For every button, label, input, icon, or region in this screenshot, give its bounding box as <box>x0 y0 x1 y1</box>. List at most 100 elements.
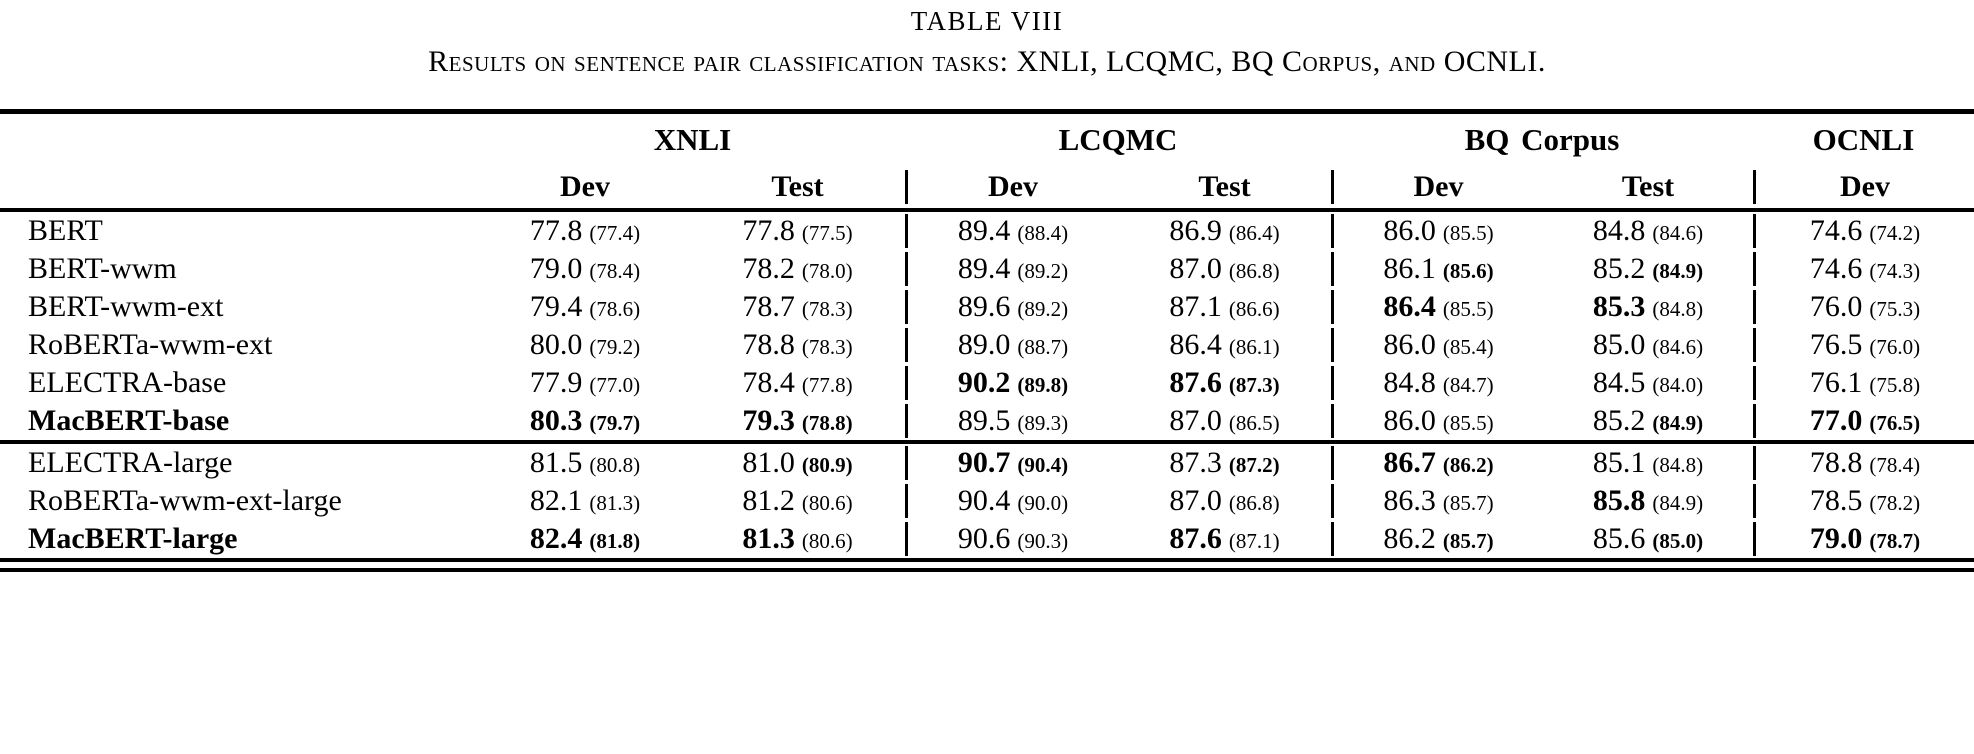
cell-value: 90.4 (90.0) <box>905 484 1118 518</box>
paren-score: (78.3) <box>801 297 853 321</box>
paren-score: (85.0) <box>1652 529 1704 553</box>
paren-score: (80.9) <box>801 453 853 477</box>
table-row: RoBERTa-wwm-ext 80.0 (79.2) 78.8 (78.3) 89.0(… <box>0 326 1974 364</box>
results-table: XNLI LCQMC BQ Corpus OCNLI Dev Test Dev Test De… <box>0 109 1974 572</box>
cell-value: 78.4 (77.8) <box>690 366 905 400</box>
cell-value: 84.8 (84.6) <box>1543 214 1753 248</box>
table-row: MacBERT-large 82.4 (81.8) 81.3 (80.6) 90.6 (90… <box>0 520 1974 558</box>
paren-score: (76.0) <box>1869 335 1921 359</box>
paren-score: (75.3) <box>1869 297 1921 321</box>
cell-value: 90.7 (90.4) <box>905 446 1118 480</box>
cell-value: 86.4 (85.5) <box>1331 290 1543 324</box>
bottom-rule-gap <box>0 562 1974 568</box>
cell-value: 90.2 (89.8) <box>905 366 1118 400</box>
main-score: 80.3 <box>529 404 583 437</box>
main-score: 86.2 <box>1383 522 1436 555</box>
paren-score: (81.3) <box>589 491 641 515</box>
cell-value: 84.8 (84.7) <box>1331 366 1543 400</box>
bottom-rule-2 <box>0 568 1974 572</box>
main-score: 86.7 <box>1383 446 1436 479</box>
cell-value: 86.9 (86.4) <box>1118 214 1331 248</box>
main-score: 84.8 <box>1592 214 1646 247</box>
cell-value: 86.7 (86.2) <box>1331 446 1543 480</box>
paren-score: (78.6) <box>589 297 641 321</box>
cell-value: 89.5 (89.3) <box>905 404 1118 438</box>
group-header-bq-corpus: BQ Corpus <box>1464 122 1620 157</box>
paren-score: (78.3) <box>801 335 853 359</box>
main-score: 74.6 <box>1809 252 1863 285</box>
row-label: ELECTRA-large <box>28 446 233 479</box>
main-score: 86.4 <box>1169 328 1222 361</box>
main-score: 90.2 <box>957 366 1011 399</box>
main-score: 87.1 <box>1169 290 1222 323</box>
bottom-rule-1 <box>0 558 1974 562</box>
cell-value: 86.0 (85.5) <box>1331 404 1543 438</box>
main-score: 86.0 <box>1383 214 1436 247</box>
main-score: 89.4 <box>957 214 1011 247</box>
cell-value: 84.5 (84.0) <box>1543 366 1753 400</box>
paren-score: (90.0) <box>1017 491 1069 515</box>
paren-score: (77.8) <box>801 373 853 397</box>
main-score: 87.0 <box>1169 404 1222 437</box>
paren-score: (85.5) <box>1442 221 1494 245</box>
group-header-xnli: XNLI <box>653 122 732 157</box>
paren-score: (87.2) <box>1228 453 1280 477</box>
cell-value: 77.0 (76.5) <box>1753 404 1974 438</box>
group-header-ocnli: OCNLI <box>1812 122 1915 157</box>
table-row: BERT-wwm 79.0 (78.4) 78.2 (78.0) 89.4 (89.2) 87… <box>0 250 1974 288</box>
cell-value: 81.3 (80.6) <box>690 522 905 556</box>
cell-value: 78.2 (78.0) <box>690 252 905 286</box>
cell-value: 90.6 (90.3) <box>905 522 1118 556</box>
cell-value: 89.0 (88.7) <box>905 328 1118 362</box>
main-score: 78.2 <box>742 252 795 285</box>
cell-value: 80.3 (79.7) <box>480 404 690 438</box>
row-label: ELECTRA-base <box>28 366 227 399</box>
main-score: 87.6 <box>1169 366 1222 399</box>
cell-value: 81.2 (80.6) <box>690 484 905 518</box>
table-row: MacBERT-base 80.3 (79.7) 79.3 (78.8) 89.5 (89.… <box>0 402 1974 440</box>
paren-score: (75.8) <box>1869 373 1921 397</box>
cell-value: 89.6 (89.2) <box>905 290 1118 324</box>
cell-value: 77.9 (77.0) <box>480 366 690 400</box>
row-label: BERT <box>28 214 103 247</box>
cell-value: 87.0 (86.8) <box>1118 484 1331 518</box>
cell-value: 85.1 (84.8) <box>1543 446 1753 480</box>
cell-value: 76.0 (75.3) <box>1753 290 1974 324</box>
main-score: 85.2 <box>1592 252 1646 285</box>
paren-score: (84.6) <box>1652 221 1704 245</box>
base-models-section: BERT 77.8 (77.4) 77.8 (77.5) 89.4 (88.4) 86.9 (8… <box>0 212 1974 440</box>
paren-score: (89.3) <box>1017 411 1069 435</box>
cell-value: 86.0 (85.5) <box>1331 214 1543 248</box>
paren-score: (85.5) <box>1442 297 1494 321</box>
main-score: 74.6 <box>1809 214 1863 247</box>
subheader-dev: Dev <box>1331 170 1543 204</box>
cell-value: 86.4 (86.1) <box>1118 328 1331 362</box>
paren-score: (81.8) <box>589 529 641 553</box>
main-score: 77.8 <box>529 214 583 247</box>
cell-value: 87.0 (86.8) <box>1118 252 1331 286</box>
table-subtitle: Results on sentence pair classification … <box>428 45 1546 78</box>
paren-score: (86.2) <box>1442 453 1494 477</box>
paren-score: (78.2) <box>1869 491 1921 515</box>
table-row: RoBERTa-wwm-ext-large 82.1 (81.3) 81.2 (80.6… <box>0 482 1974 520</box>
paren-score: (78.7) <box>1869 529 1921 553</box>
paren-score: (86.8) <box>1228 259 1280 283</box>
main-score: 87.0 <box>1169 484 1222 517</box>
subheader-dev: Dev <box>1753 170 1974 204</box>
main-score: 78.8 <box>1809 446 1863 479</box>
subheader-test: Test <box>771 170 824 203</box>
subheader-dev: Dev <box>905 170 1118 204</box>
main-score: 77.8 <box>742 214 795 247</box>
cell-value: 85.8 (84.9) <box>1543 484 1753 518</box>
main-score: 84.5 <box>1592 366 1646 399</box>
paren-score: (77.0) <box>589 373 641 397</box>
cell-value: 76.1 (75.8) <box>1753 366 1974 400</box>
paren-score: (87.3) <box>1228 373 1280 397</box>
paren-score: (74.2) <box>1869 221 1921 245</box>
paren-score: (87.1) <box>1228 529 1280 553</box>
paren-score: (89.2) <box>1017 297 1069 321</box>
main-score: 85.6 <box>1592 522 1646 555</box>
subheader-test: Test <box>1198 170 1251 203</box>
paren-score: (85.7) <box>1442 529 1494 553</box>
cell-value: 85.2 (84.9) <box>1543 252 1753 286</box>
